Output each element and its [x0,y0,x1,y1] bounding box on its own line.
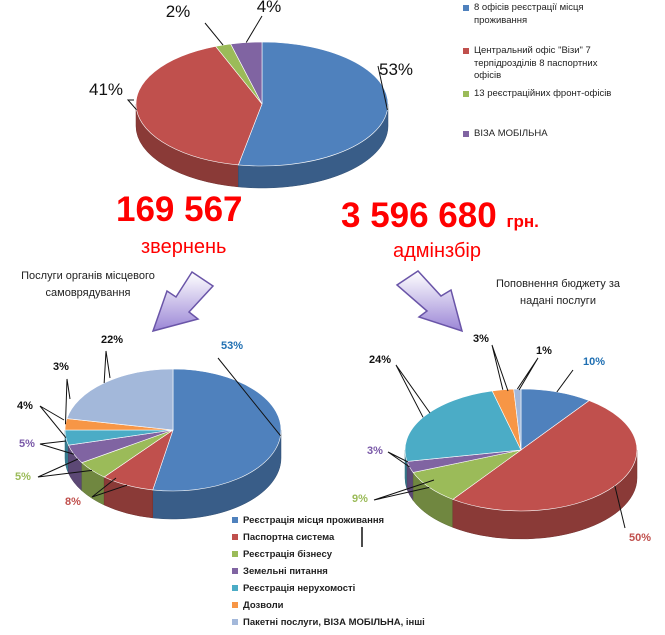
data-label-земельні-питання: 3% [367,445,383,457]
revenue-total: 3 596 680 грн. [341,196,539,236]
legend-swatch [232,619,238,625]
leader-line [39,440,75,455]
leader-line [204,22,224,46]
legend-swatch [463,48,469,54]
legend-item-land: Земельні питання [232,563,482,580]
data-label-реєстрація-нерухомості: 24% [369,354,391,366]
legend-label: 8 офісів реєстрації місця проживання [474,2,584,26]
legend-item-front-offices: 13 реєстраційних фронт-офісів [463,88,623,101]
data-label-віза-мобільна: 4% [257,0,282,16]
data-label-пакетні-послуги-віза-мобільна-інші: 1% [536,345,552,357]
data-label-земельні-питання: 5% [19,438,35,450]
legend-services: Реєстрація місця проживання Паспортна си… [232,512,482,631]
legend-offices: 8 офісів реєстрації місця проживання Цен… [463,2,623,141]
pie-chart-requests: 53% 8% 5% 5% 4% 3% 22% [15,334,282,520]
leader-line [556,369,574,393]
legend-swatch [232,534,238,540]
legend-label: Реєстрація місця проживання [243,515,385,526]
data-label-реєстрація-місця-проживання: 53% [221,340,243,352]
pie-slice-реєстрація-місця-проживання [520,388,590,451]
revenue-value: 3 596 680 [341,196,497,235]
caption-budget: Поповнення бюджету за надані послуги [495,278,620,307]
pie-chart-offices: 53% 41% 2% 4% [89,0,413,189]
data-label-8-офісів-реєстрації-місця-проживання: 53% [379,60,413,79]
data-label-дозволи: 3% [473,333,489,345]
leader-line [39,405,67,438]
legend-item-address-registration: Реєстрація місця проживання [232,512,482,529]
legend-item-central-office: Центральний офіс "Візи" 7 терпідрозділів… [463,45,623,83]
legend-item-passport: Паспортна система [232,529,482,546]
revenue-label: адмінзбір [393,240,481,262]
legend-label: ВІЗА МОБІЛЬНА [474,128,548,139]
revenue-unit: грн. [506,212,539,231]
requests-total: 169 567 [116,190,243,229]
legend-label: Земельні питання [243,566,328,577]
legend-swatch [232,551,238,557]
leader-line [103,350,111,384]
leader-line [377,65,388,110]
legend-swatch [232,517,238,523]
data-label-13-реєстраційних-фронт-офісів: 2% [166,2,191,21]
legend-label: Реєстрація бізнесу [243,549,333,560]
legend-swatch [463,131,469,137]
requests-label: звернень [141,236,227,258]
pie-slice-центральний-офіс-візи-7-терпідрозділів-8-паспортних-офісів [135,46,263,166]
pie-slice-пакетні-послуги-віза-мобільна-інші [66,368,174,431]
legend-label: Реєстрація нерухомості [243,583,356,594]
legend-item-permits: Дозволи [232,597,482,614]
leader-line [64,378,71,425]
legend-label: Дозволи [243,600,284,611]
legend-label: Центральний офіс "Візи" 7 терпідрозділів… [474,45,598,81]
legend-label: Пакетні послуги, ВІЗА МОБІЛЬНА, інші [243,617,425,628]
leader-line [516,357,539,391]
leader-line [491,344,509,392]
legend-swatch [463,90,469,97]
data-label-реєстрація-бізнесу: 5% [15,471,31,483]
down-arrow-icon [395,270,464,333]
legend-item-visa-mobile: ВІЗА МОБІЛЬНА [463,128,623,141]
legend-item-real-estate: Реєстрація нерухомості [232,580,482,597]
pie-chart-revenue: 10% 50% 9% 3% 24% 3% 1% [352,333,651,544]
legend-swatch [232,585,238,591]
legend-swatch [232,602,238,608]
leader-line [395,364,431,418]
pie-slice-паспортна-система [452,400,638,512]
legend-swatch [463,5,469,11]
legend-swatch [232,568,238,574]
data-label-центральний-офіс-візи-7-терпідрозділів-8-паспортних-офісів: 41% [89,80,123,99]
leader-line [37,458,93,478]
leader-line [614,485,626,529]
data-label-паспортна-система: 8% [65,496,81,508]
caption-local-services: Послуги органів місцевого самоврядування [21,270,155,299]
leader-line [245,15,263,43]
leader-line [91,477,128,498]
data-label-реєстрація-місця-проживання: 10% [583,356,605,368]
legend-label: Паспортна система [243,532,335,543]
legend-item-address-registration: 8 офісів реєстрації місця проживання [463,2,623,27]
leader-line [373,479,435,501]
legend-item-business: Реєстрація бізнесу [232,546,482,563]
data-label-дозволи: 3% [53,361,69,373]
data-label-реєстрація-бізнесу: 9% [352,493,368,505]
leader-line [217,357,281,437]
data-label-пакетні-послуги-віза-мобільна-інші: 22% [101,334,123,346]
leader-line [387,451,410,468]
down-arrow-icon [151,270,215,333]
leader-line [126,99,137,111]
data-label-паспортна-система: 50% [629,532,651,544]
data-label-реєстрація-нерухомості: 4% [17,400,33,412]
legend-item-packages: Пакетні послуги, ВІЗА МОБІЛЬНА, інші [232,614,482,631]
legend-label: 13 реєстраційних фронт-офісів [474,87,612,99]
